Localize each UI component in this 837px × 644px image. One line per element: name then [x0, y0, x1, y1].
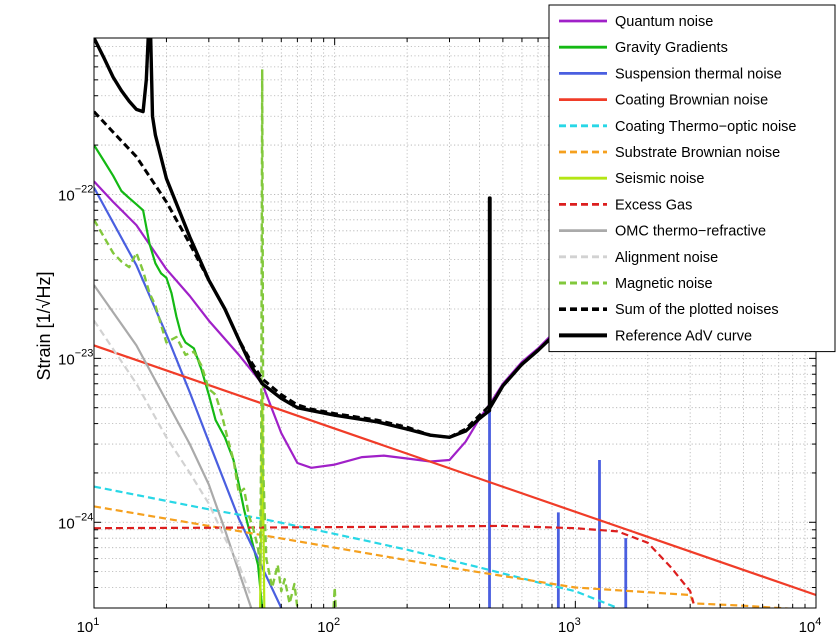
series-line [94, 144, 264, 608]
series-alignment-noise [94, 319, 253, 598]
x-tick-label: 104 [799, 616, 822, 636]
legend-entry-suspension-thermal-noise: Suspension thermal noise [615, 66, 782, 82]
series-line [94, 505, 797, 608]
series-omc-thermo-refractive [94, 284, 253, 608]
series-layer [94, 38, 816, 608]
x-tick-label: 102 [317, 616, 340, 636]
legend-entry-alignment-noise: Alignment noise [615, 250, 718, 266]
series-line [94, 524, 695, 604]
legend-entry-gravity-gradients: Gravity Gradients [615, 40, 728, 56]
series-line [94, 485, 619, 608]
tick-labels: 101 102 103 104 10−24 10−23 10−22 [58, 183, 821, 636]
legend-entry-seismic-noise: Seismic noise [615, 171, 704, 187]
series-line [94, 319, 253, 598]
legend-entry-magnetic-noise: Magnetic noise [615, 276, 713, 292]
legend-entry-quantum-noise: Quantum noise [615, 14, 713, 30]
x-tick-label: 103 [558, 616, 581, 636]
series-excess-gas [94, 524, 695, 604]
legend-entry-excess-gas: Excess Gas [615, 197, 692, 213]
legend-entry-reference-adv-curve: Reference AdV curve [615, 328, 752, 344]
series-line [94, 38, 577, 439]
legend-entry-sum-of-the-plotted-noises: Sum of the plotted noises [615, 302, 779, 318]
series-coating-thermo-optic-noise [94, 485, 619, 608]
y-tick-label: 10−23 [58, 347, 93, 368]
y-tick-label: 10−24 [58, 511, 93, 532]
series-gravity-gradients [94, 144, 264, 608]
series-line [94, 284, 253, 608]
series-line-segment [332, 586, 337, 608]
series-coating-brownian-noise [94, 344, 816, 597]
series-substrate-brownian-noise [94, 505, 797, 608]
series-reference-adv-curve [94, 38, 577, 439]
series-magnetic-noise [94, 68, 337, 608]
legend-entry-coating-brownian-noise: Coating Brownian noise [615, 93, 768, 109]
legend-entry-substrate-brownian-noise: Substrate Brownian noise [615, 145, 780, 161]
x-tick-label: 101 [77, 616, 100, 636]
y-tick-label: 10−22 [58, 183, 93, 204]
series-line [94, 344, 816, 597]
legend-entry-omc-thermo-refractive: OMC thermo−refractive [615, 224, 766, 240]
legend-entry-coating-thermo-optic-noise: Coating Thermo−optic noise [615, 119, 797, 135]
legend: Quantum noise Gravity Gradients Suspension… [548, 4, 836, 353]
y-axis-label: Strain [1/√Hz] [34, 272, 54, 381]
